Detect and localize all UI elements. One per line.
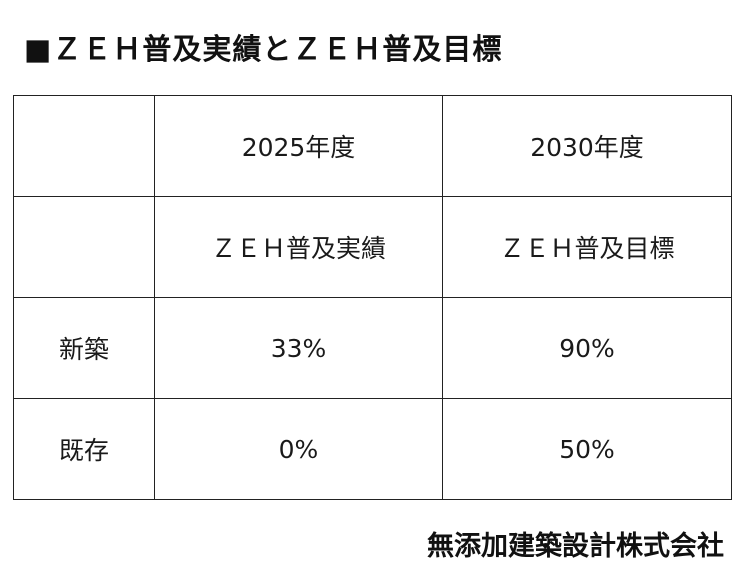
- cell-new-2025: 33%: [154, 297, 443, 399]
- table-row: 新築 33% 90%: [13, 297, 732, 399]
- cell-new-2030: 90%: [442, 297, 732, 399]
- table-empty-cell: [13, 196, 155, 298]
- table-row: 既存 0% 50%: [13, 398, 732, 500]
- header-year-2030: 2030年度: [442, 95, 732, 197]
- header-year-2025: 2025年度: [154, 95, 443, 197]
- header-label-target: ＺＥＨ普及目標: [442, 196, 732, 298]
- table-header-row-year: 2025年度 2030年度: [13, 95, 732, 197]
- cell-existing-2030: 50%: [442, 398, 732, 500]
- zeh-table: 2025年度 2030年度 ＺＥＨ普及実績 ＺＥＨ普及目標 新築 33% 90%…: [13, 95, 732, 500]
- company-name: 無添加建築設計株式会社: [427, 531, 724, 562]
- row-label-new: 新築: [13, 297, 155, 399]
- table-corner-cell: [13, 95, 155, 197]
- page-title: ■ＺＥＨ普及実績とＺＥＨ普及目標: [24, 32, 503, 66]
- cell-existing-2025: 0%: [154, 398, 443, 500]
- header-label-actual: ＺＥＨ普及実績: [154, 196, 443, 298]
- table-header-row-label: ＺＥＨ普及実績 ＺＥＨ普及目標: [13, 196, 732, 298]
- row-label-existing: 既存: [13, 398, 155, 500]
